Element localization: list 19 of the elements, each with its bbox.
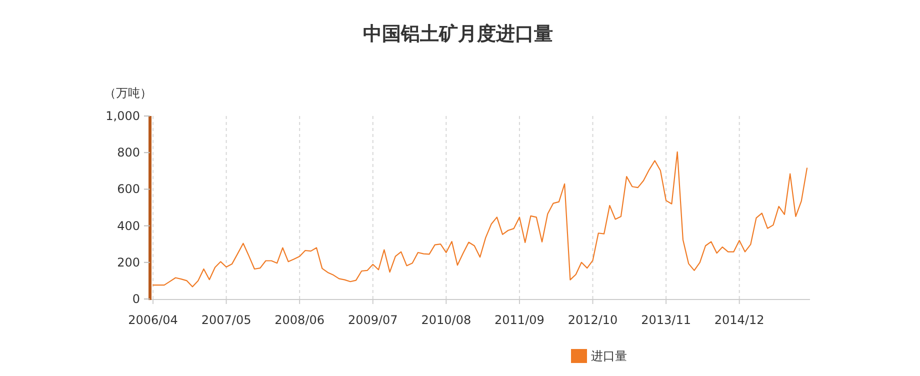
y-tick-label: 200: [117, 255, 140, 270]
y-tick-label: 800: [117, 146, 140, 160]
x-tick-label: 2010/08: [421, 313, 472, 327]
y-axis-title: （万吨）: [104, 86, 152, 100]
y-tick-label: 400: [117, 218, 140, 233]
x-tick-label: 2007/05: [201, 313, 252, 327]
x-tick-label: 2012/10: [568, 313, 618, 327]
legend-label: 进口量: [591, 349, 627, 363]
y-tick-label: 1,000: [106, 109, 140, 123]
y-tick-label: 600: [117, 182, 140, 196]
y-tick-label: 0: [132, 292, 140, 306]
x-tick-label: 2014/12: [714, 313, 764, 327]
legend: 进口量: [571, 349, 627, 363]
x-tick-label: 2006/04: [128, 313, 178, 327]
chart-title: 中国铝土矿月度进口量: [363, 23, 553, 45]
x-tick-label: 2009/07: [348, 313, 398, 327]
x-tick-label: 2011/09: [494, 313, 544, 327]
x-tick-label: 2008/06: [274, 313, 325, 327]
x-tick-label: 2013/11: [641, 313, 691, 327]
